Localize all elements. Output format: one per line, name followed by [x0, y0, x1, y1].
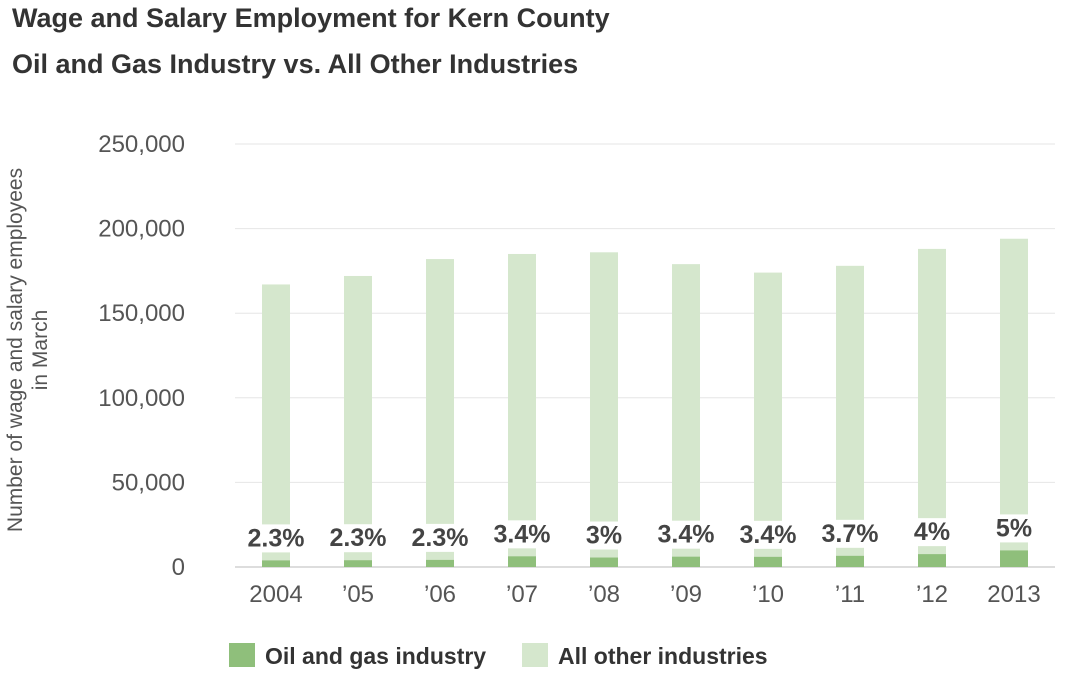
data-label-background [583, 521, 625, 550]
bar-all-other-industries [836, 265, 864, 567]
y-tick-label: 0 [172, 554, 185, 581]
bar-all-other-industries [344, 275, 372, 567]
data-label-background [737, 520, 799, 549]
chart-subtitle: Oil and Gas Industry vs. All Other Indus… [12, 49, 579, 79]
data-label: 4% [914, 518, 950, 546]
chart-title: Wage and Salary Employment for Kern Coun… [12, 3, 610, 33]
bar-oil-and-gas [344, 560, 372, 567]
data-label: 3.4% [658, 521, 715, 549]
data-label-background [655, 520, 717, 549]
series-oil-and-gas [262, 550, 1028, 567]
x-tick-label: ’08 [588, 581, 620, 608]
data-label-background [819, 519, 881, 548]
data-label: 2.3% [412, 524, 469, 552]
data-label: 2.3% [248, 524, 305, 552]
legend: Oil and gas industry All other industrie… [229, 643, 768, 669]
bar-oil-and-gas [672, 556, 700, 567]
bar-oil-and-gas [836, 555, 864, 567]
y-tick-label: 50,000 [112, 469, 185, 496]
x-tick-label: ’05 [342, 581, 374, 608]
y-axis-label-line1: Number of wage and salary employees [4, 168, 27, 532]
legend-swatch-all-other-industries [522, 643, 548, 667]
y-tick-label: 250,000 [98, 131, 185, 158]
bar-all-other-industries [1000, 238, 1028, 567]
bar-all-other-industries [672, 264, 700, 567]
bar-all-other-industries [590, 252, 618, 567]
bar-all-other-industries [508, 253, 536, 568]
bar-oil-and-gas [426, 559, 454, 567]
series-all-other-industries [262, 238, 1028, 568]
y-tick-label: 100,000 [98, 385, 185, 412]
data-label: 3% [586, 522, 622, 550]
bar-all-other-industries [918, 248, 946, 568]
data-label-background [327, 524, 389, 553]
legend-label-oil-and-gas: Oil and gas industry [265, 643, 486, 669]
bar-all-other-industries [262, 284, 290, 567]
x-tick-label: 2013 [987, 581, 1040, 608]
bar-oil-and-gas [1000, 550, 1028, 567]
y-axis-ticks: 0 50,000 100,000 150,000 200,000 250,000 [98, 131, 185, 581]
data-label-background [911, 518, 953, 547]
x-tick-label: ’10 [752, 581, 784, 608]
bar-oil-and-gas [754, 556, 782, 567]
x-tick-label: 2004 [249, 581, 302, 608]
data-label-background [491, 520, 553, 549]
bar-all-other-industries [426, 259, 454, 567]
x-tick-label: ’11 [835, 581, 865, 608]
data-label: 3.4% [740, 521, 797, 549]
data-label: 2.3% [330, 524, 387, 552]
data-label-background [245, 524, 307, 553]
y-tick-label: 200,000 [98, 216, 185, 243]
legend-label-all-other-industries: All other industries [558, 643, 768, 669]
data-label-background [409, 523, 471, 552]
data-label: 5% [996, 514, 1032, 542]
bar-oil-and-gas [590, 557, 618, 567]
y-tick-label: 150,000 [98, 300, 185, 327]
bar-oil-and-gas [262, 560, 290, 567]
data-label: 3.4% [494, 520, 551, 548]
legend-swatch-oil-and-gas [229, 643, 255, 667]
x-axis-ticks: 2004 ’05 ’06 ’07 ’08 ’09 ’10 ’11 ’12 2013 [249, 581, 1040, 608]
bar-all-other-industries [754, 272, 782, 567]
y-axis-label-line2: in March [29, 310, 52, 391]
bar-oil-and-gas [508, 556, 536, 567]
data-labels: 2.3% 2.3% 2.3% 3.4% 3% 3.4% 3.4% 3.7% 4% 5% [245, 514, 1035, 553]
x-tick-label: ’09 [670, 581, 702, 608]
x-tick-label: ’06 [424, 581, 456, 608]
data-label-background [993, 514, 1035, 543]
data-label: 3.7% [822, 520, 879, 548]
x-tick-label: ’12 [916, 581, 948, 608]
x-tick-label: ’07 [506, 581, 538, 608]
bar-oil-and-gas [918, 554, 946, 567]
